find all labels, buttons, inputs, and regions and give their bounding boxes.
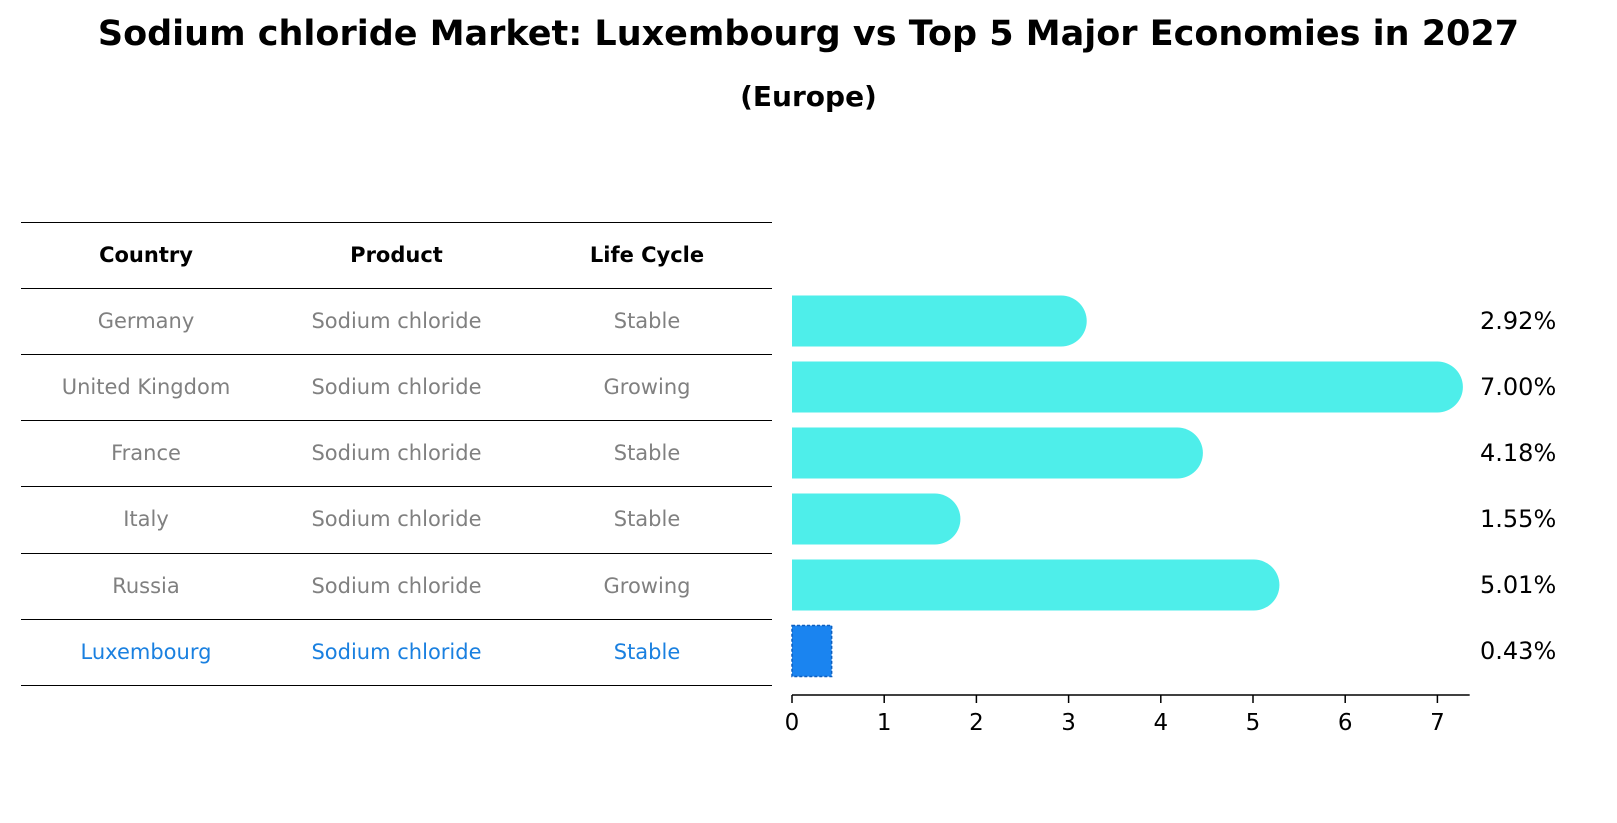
cell-country: France (111, 441, 181, 465)
table-rule (21, 619, 772, 620)
cell-product: Sodium chloride (311, 507, 482, 531)
cell-product: Sodium chloride (311, 375, 482, 399)
table-rule (21, 420, 772, 421)
cell-life-cycle: Growing (603, 574, 691, 598)
bar-value-label: 7.00% (1480, 373, 1556, 401)
header-life-cycle: Life Cycle (589, 243, 705, 267)
cell-country: United Kingdom (61, 375, 231, 399)
x-tick-label: 0 (785, 710, 800, 736)
x-tick-label: 6 (1338, 710, 1353, 736)
x-tick-label: 4 (1153, 710, 1168, 736)
header-product: Product (350, 243, 443, 267)
cell-life-cycle: Stable (613, 441, 681, 465)
cell-country: Russia (112, 574, 180, 598)
cell-country: Germany (97, 309, 195, 333)
cell-product: Sodium chloride (311, 309, 482, 333)
header-country: Country (99, 243, 193, 267)
table-rule (21, 486, 772, 487)
chart-subtitle: (Europe) (740, 80, 877, 113)
table-rule (21, 354, 772, 355)
table-rule (21, 288, 772, 289)
bar-value-label: 1.55% (1480, 505, 1556, 533)
x-tick-label: 7 (1430, 710, 1445, 736)
bar-highlight (791, 624, 833, 678)
cell-life-cycle-highlight: Stable (613, 640, 681, 664)
chart-title: Sodium chloride Market: Luxembourg vs To… (97, 14, 1520, 54)
bar-value-label: 2.92% (1480, 307, 1556, 335)
bar-value-label: 4.18% (1480, 439, 1556, 467)
cell-product-highlight: Sodium chloride (311, 640, 482, 664)
bar (792, 361, 1463, 413)
bar-value-label: 0.43% (1480, 637, 1556, 665)
bar (792, 559, 1280, 611)
bar (792, 493, 961, 545)
cell-life-cycle: Stable (613, 507, 681, 531)
cell-country: Italy (123, 507, 169, 531)
x-tick-label: 1 (877, 710, 892, 736)
table-rule (21, 222, 772, 223)
cell-life-cycle: Growing (603, 375, 691, 399)
table-rule (21, 553, 772, 554)
bar-value-label: 5.01% (1480, 571, 1556, 599)
bar (792, 427, 1203, 479)
x-tick-label: 5 (1246, 710, 1261, 736)
table-rule (21, 685, 772, 686)
x-tick-label: 3 (1061, 710, 1076, 736)
bar (792, 295, 1087, 347)
cell-product: Sodium chloride (311, 441, 482, 465)
cell-country-highlight: Luxembourg (80, 640, 212, 664)
cell-life-cycle: Stable (613, 309, 681, 333)
cell-product: Sodium chloride (311, 574, 482, 598)
x-tick-label: 2 (969, 710, 984, 736)
